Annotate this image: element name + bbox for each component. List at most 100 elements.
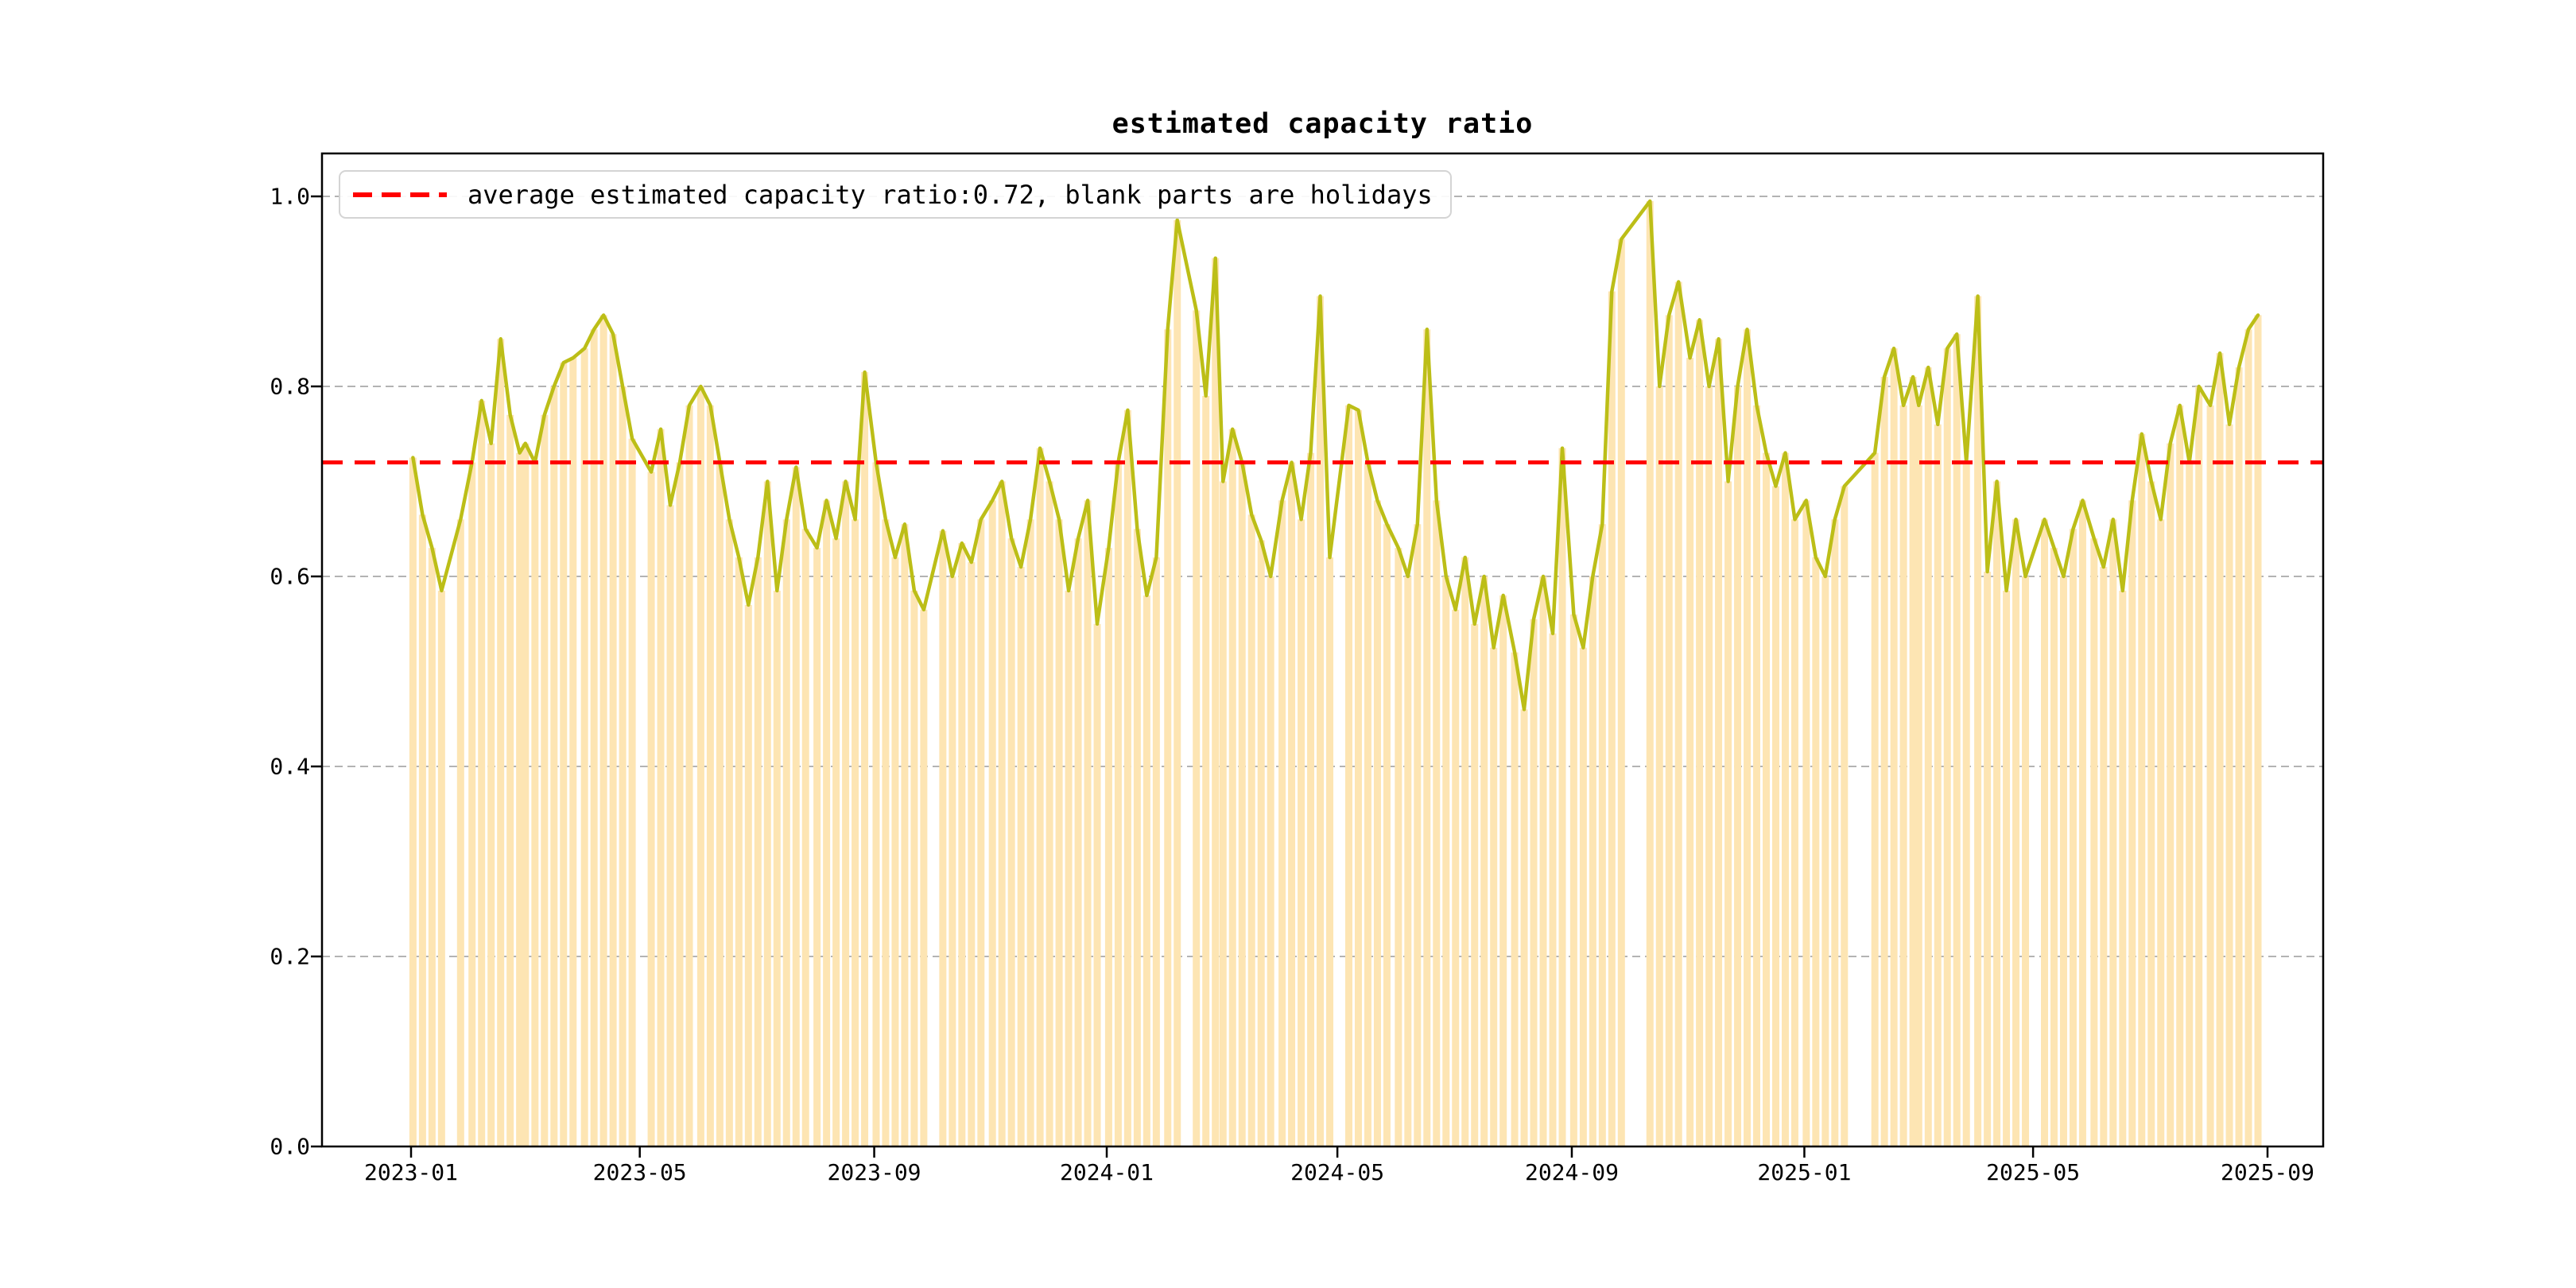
capacity-bar [882, 519, 890, 1146]
capacity-bar [1686, 358, 1694, 1146]
capacity-bar [2128, 500, 2136, 1146]
capacity-bar [1383, 524, 1391, 1146]
capacity-bar [1617, 239, 1625, 1146]
chart-title: estimated capacity ratio [1111, 108, 1534, 140]
capacity-bar [1395, 548, 1402, 1146]
capacity-bar [1433, 500, 1441, 1146]
capacity-bar [988, 500, 996, 1146]
capacity-bar [968, 562, 976, 1146]
capacity-bar [541, 414, 549, 1146]
capacity-bar [2109, 519, 2117, 1146]
capacity-bar [1373, 500, 1381, 1146]
capacity-bar [716, 462, 724, 1146]
capacity-bar [522, 443, 530, 1146]
capacity-bar [1212, 258, 1220, 1146]
y-tick-label: 0.8 [270, 373, 310, 400]
capacity-bar [1934, 424, 1942, 1146]
legend-label: average estimated capacity ratio:0.72, b… [467, 179, 1433, 210]
capacity-bar [599, 315, 607, 1146]
capacity-bar [647, 471, 655, 1146]
capacity-bar [1890, 348, 1898, 1146]
capacity-bar [773, 590, 781, 1146]
capacity-bar [1915, 405, 1922, 1146]
capacity-bar [1480, 576, 1488, 1146]
capacity-bar [456, 519, 464, 1146]
y-tick-label: 0.6 [270, 563, 310, 590]
capacity-bar [1705, 386, 1713, 1146]
capacity-bar [1267, 576, 1274, 1146]
capacity-bar [977, 519, 985, 1146]
capacity-bar [1781, 452, 1789, 1146]
capacity-bar [1821, 576, 1829, 1146]
capacity-bar [792, 467, 800, 1146]
capacity-bar [2157, 519, 2165, 1146]
x-tick-label: 2023-05 [592, 1159, 687, 1185]
capacity-bar [1228, 429, 1236, 1146]
legend-red-dash-icon [353, 192, 447, 197]
x-tick-label: 2024-01 [1060, 1159, 1154, 1185]
capacity-bar [861, 372, 869, 1146]
capacity-bar [497, 339, 505, 1146]
capacity-bar [560, 363, 568, 1146]
capacity-bar [920, 609, 928, 1146]
capacity-bar [428, 548, 436, 1146]
capacity-bar [1065, 590, 1073, 1146]
capacity-bar [1174, 219, 1181, 1146]
capacity-bar [1247, 514, 1255, 1146]
capacity-bar [2059, 576, 2067, 1146]
capacity-bar [1307, 452, 1315, 1146]
capacity-bar [1715, 339, 1723, 1146]
capacity-bar [1753, 405, 1761, 1146]
x-tick-label: 2025-09 [2220, 1159, 2315, 1185]
capacity-bar [1511, 652, 1519, 1146]
capacity-bar [1442, 576, 1450, 1146]
capacity-bar [1802, 500, 1810, 1146]
plot-box [320, 152, 2325, 1148]
y-tick-label: 0.4 [270, 753, 310, 780]
capacity-bar [1771, 486, 1779, 1146]
capacity-bar [409, 457, 417, 1146]
capacity-bar [468, 462, 476, 1146]
capacity-bar [1790, 519, 1798, 1146]
capacity-bar [619, 386, 627, 1146]
capacity-bar [609, 334, 617, 1146]
capacity-bar [782, 519, 790, 1146]
capacity-bar [2022, 576, 2030, 1146]
capacity-bar [1549, 633, 1557, 1146]
capacity-bar [2216, 353, 2224, 1146]
capacity-bar [1724, 481, 1732, 1146]
capacity-bar [1530, 619, 1538, 1146]
capacity-bar [478, 400, 486, 1146]
capacity-bar [685, 405, 693, 1146]
capacity-bar [1133, 529, 1141, 1146]
capacity-bar [2069, 529, 2077, 1146]
capacity-bar [1238, 462, 1246, 1146]
capacity-bar [1499, 595, 1507, 1146]
capacity-bar [1164, 329, 1172, 1146]
capacity-bar [1841, 486, 1849, 1146]
capacity-bar [590, 329, 598, 1146]
capacity-bar [516, 452, 524, 1146]
capacity-bar [1452, 609, 1460, 1146]
capacity-bar [437, 590, 445, 1146]
capacity-bar [1539, 576, 1547, 1146]
capacity-bar [1558, 448, 1566, 1146]
capacity-bar [628, 438, 636, 1146]
capacity-bar [506, 414, 514, 1146]
capacity-bar [2012, 519, 2020, 1146]
capacity-bar [801, 529, 809, 1146]
capacity-bar [1962, 462, 1970, 1146]
capacity-bar [958, 543, 966, 1146]
capacity-bar [910, 590, 918, 1146]
capacity-bar [1036, 448, 1044, 1146]
capacity-bar [2206, 405, 2214, 1146]
capacity-bar [1646, 200, 1654, 1147]
axis-ticks [311, 195, 2269, 1158]
capacity-bar [1579, 647, 1587, 1146]
capacity-bar [754, 557, 762, 1146]
capacity-bar [2147, 481, 2155, 1146]
capacity-bar [1414, 524, 1422, 1146]
capacity-bar [1974, 296, 1982, 1147]
y-tick-label: 0.0 [270, 1133, 310, 1160]
